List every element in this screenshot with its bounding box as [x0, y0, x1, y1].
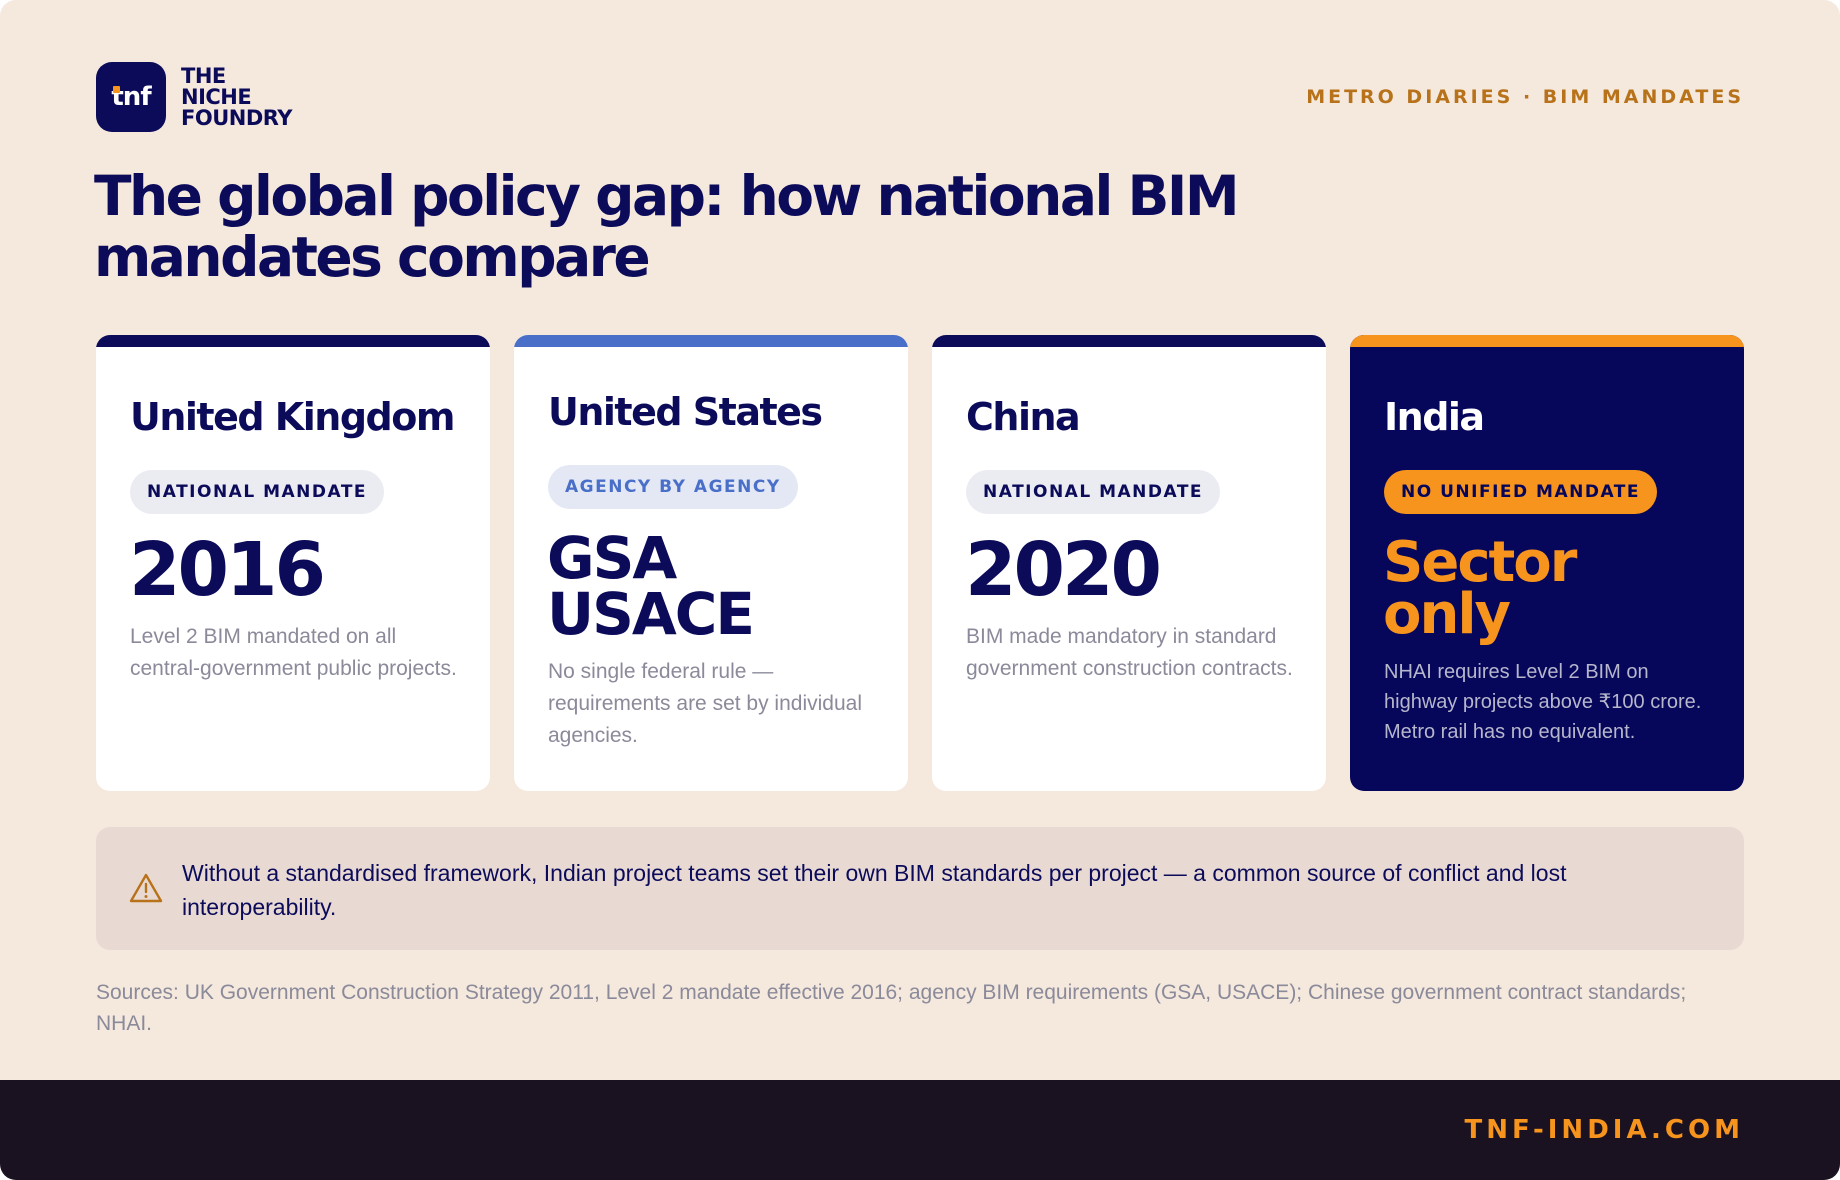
status-badge: NATIONAL MANDATE: [130, 470, 385, 514]
card-accent-bar: [96, 335, 490, 347]
logo-mark-icon: tnf: [96, 62, 166, 132]
country-name: China: [966, 395, 1081, 439]
status-badge: AGENCY BY AGENCY: [548, 465, 798, 509]
scope-line: Sector: [1383, 530, 1577, 595]
status-badge: NO UNIFIED MANDATE: [1384, 470, 1657, 514]
card-description: No single federal rule — requirements ar…: [548, 660, 862, 747]
agency-line: GSA: [547, 524, 677, 592]
warning-icon: [129, 873, 163, 903]
card-description: Level 2 BIM mandated on all central-gove…: [130, 625, 457, 680]
card-accent-bar: [1350, 335, 1744, 347]
agency-line: USACE: [547, 580, 755, 648]
mandate-agencies: GSA USACE: [547, 524, 755, 648]
mandate-year: 2020: [965, 527, 1162, 613]
section-kicker: METRO DIARIES · BIM MANDATES: [1306, 86, 1744, 108]
brand-name-line: FOUNDRY: [181, 105, 293, 130]
logo-dot: [113, 86, 120, 93]
footer-url-link[interactable]: TNF-INDIA.COM: [1464, 1115, 1744, 1145]
country-name: India: [1384, 395, 1485, 439]
status-badge: NATIONAL MANDATE: [966, 470, 1221, 514]
card-description: BIM made mandatory in standard governmen…: [966, 625, 1293, 680]
warning-callout: Without a standardised framework, Indian…: [96, 827, 1744, 950]
callout-text: Without a standardised framework, Indian…: [182, 860, 1567, 920]
brand-name-line: THE: [181, 63, 226, 88]
page-title: The global policy gap: how national BIM …: [94, 164, 1240, 289]
mandate-scope: Sector only: [1383, 530, 1577, 647]
brand-logo[interactable]: tnf THE NICHE FOUNDRY: [96, 62, 293, 132]
country-card-uk: United Kingdom NATIONAL MANDATE 2016 Lev…: [96, 335, 490, 791]
country-card-india: India NO UNIFIED MANDATE Sector only NHA…: [1350, 335, 1744, 791]
brand-name-line: NICHE: [181, 84, 252, 109]
country-card-china: China NATIONAL MANDATE 2020 BIM made man…: [932, 335, 1326, 791]
mandate-year: 2016: [129, 527, 326, 613]
country-name: United States: [548, 390, 823, 434]
card-description: NHAI requires Level 2 BIM on highway pro…: [1384, 661, 1702, 743]
sources-note: Sources: UK Government Construction Stra…: [96, 981, 1687, 1035]
footer-bar: TNF-INDIA.COM: [0, 1080, 1840, 1180]
scope-line: only: [1383, 582, 1511, 647]
card-accent-bar: [932, 335, 1326, 347]
card-accent-bar: [514, 335, 908, 347]
brand-name: THE NICHE FOUNDRY: [181, 63, 293, 130]
country-card-us: United States AGENCY BY AGENCY GSA USACE…: [514, 335, 908, 791]
country-name: United Kingdom: [130, 395, 455, 439]
